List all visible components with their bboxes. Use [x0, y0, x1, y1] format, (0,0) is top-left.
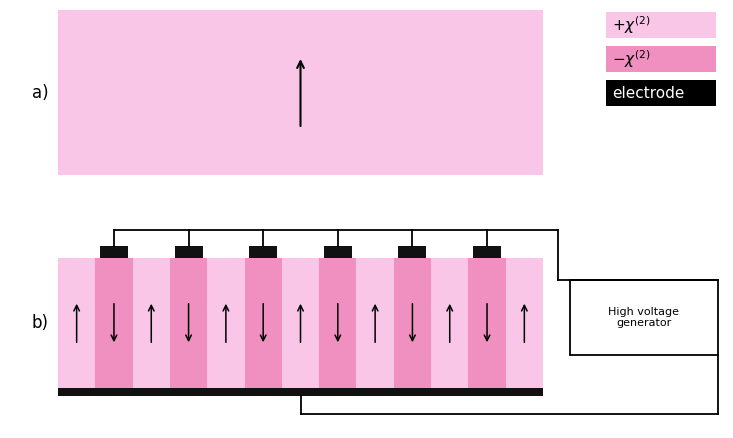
Bar: [324, 246, 352, 258]
Bar: [58, 258, 95, 388]
Bar: [58, 10, 543, 175]
Bar: [570, 280, 718, 355]
Bar: [174, 246, 202, 258]
Bar: [100, 246, 128, 258]
Bar: [356, 258, 394, 388]
Text: $+\chi^{(2)}$: $+\chi^{(2)}$: [612, 14, 651, 36]
Bar: [133, 258, 170, 388]
Text: $-\chi^{(2)}$: $-\chi^{(2)}$: [612, 48, 651, 70]
Bar: [606, 46, 716, 72]
Bar: [207, 258, 245, 388]
Text: electrode: electrode: [612, 85, 685, 100]
Bar: [58, 388, 543, 396]
Bar: [282, 258, 319, 388]
Bar: [245, 258, 282, 388]
Bar: [319, 258, 356, 388]
Bar: [431, 258, 468, 388]
Bar: [95, 258, 133, 388]
Text: b): b): [32, 314, 48, 332]
Bar: [394, 258, 431, 388]
Bar: [473, 246, 501, 258]
Text: High voltage
generator: High voltage generator: [608, 307, 679, 328]
Bar: [399, 246, 427, 258]
Bar: [606, 12, 716, 38]
Bar: [606, 80, 716, 106]
Bar: [170, 258, 207, 388]
Bar: [468, 258, 506, 388]
Bar: [506, 258, 543, 388]
Bar: [249, 246, 277, 258]
Text: a): a): [32, 84, 48, 102]
